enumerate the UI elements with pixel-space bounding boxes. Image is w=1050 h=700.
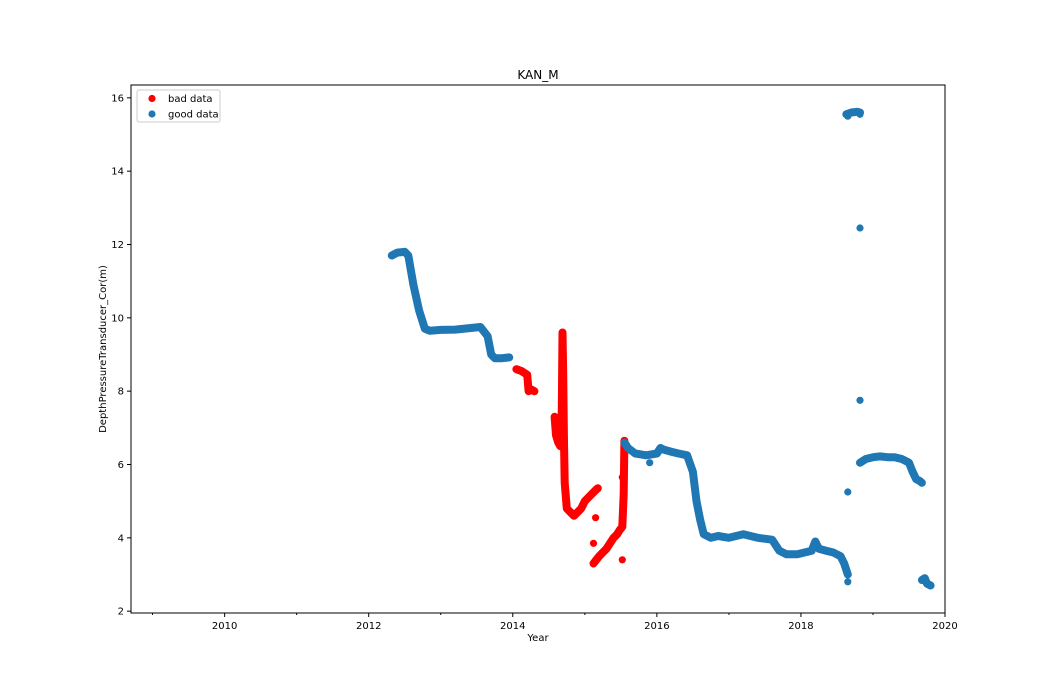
data-segment: [620, 438, 852, 579]
data-segment: [589, 436, 629, 568]
y-tick-label: 14: [111, 167, 124, 178]
x-tick-label: 2016: [644, 621, 669, 632]
data-segment: [856, 452, 926, 487]
x-axis-label: Year: [526, 633, 549, 644]
y-tick-label: 12: [111, 240, 124, 251]
y-tick-label: 10: [111, 313, 124, 324]
x-axis: 2010 2012 2014 2016 2018 2020: [152, 613, 958, 632]
y-tick-label: 2: [118, 607, 124, 618]
x-tick-label: 2012: [356, 621, 381, 632]
y-tick-label: 16: [111, 93, 124, 104]
y-tick-label: 4: [118, 533, 124, 544]
data-point: [646, 459, 654, 467]
data-segment: [550, 328, 602, 520]
data-segment: [917, 574, 935, 590]
data-point: [844, 488, 852, 496]
plot-frame: [130, 84, 946, 614]
data-segment: [387, 247, 514, 363]
data-point: [856, 396, 864, 404]
data-point: [844, 578, 852, 586]
legend-marker: [148, 94, 156, 103]
series-good-data: [387, 107, 935, 590]
data-point: [856, 224, 864, 232]
x-tick-label: 2014: [500, 621, 525, 632]
data-point: [618, 473, 626, 481]
data-point: [589, 539, 598, 547]
x-tick-label: 2010: [212, 621, 237, 632]
x-tick-label: 2018: [788, 621, 813, 632]
y-axis: 2 4 6 8 10 12 14 16: [111, 93, 131, 618]
data-point: [592, 514, 600, 522]
data-point: [844, 112, 852, 120]
y-axis-label: DepthPressureTransducer_Cor(m): [98, 265, 109, 433]
legend: bad data good data: [136, 89, 221, 123]
series-bad-data: [512, 328, 629, 568]
chart-title: KAN_M: [517, 68, 558, 82]
plot-marks: [387, 107, 935, 590]
legend-label: good data: [168, 110, 219, 121]
legend-marker: [148, 110, 156, 118]
data-segment: [512, 365, 539, 396]
y-tick-label: 6: [118, 460, 124, 471]
x-tick-label: 2020: [932, 621, 957, 632]
data-point: [856, 110, 864, 118]
y-tick-label: 8: [118, 387, 124, 398]
legend-label: bad data: [168, 94, 213, 105]
data-point: [618, 556, 626, 564]
legend-box: [136, 89, 221, 123]
